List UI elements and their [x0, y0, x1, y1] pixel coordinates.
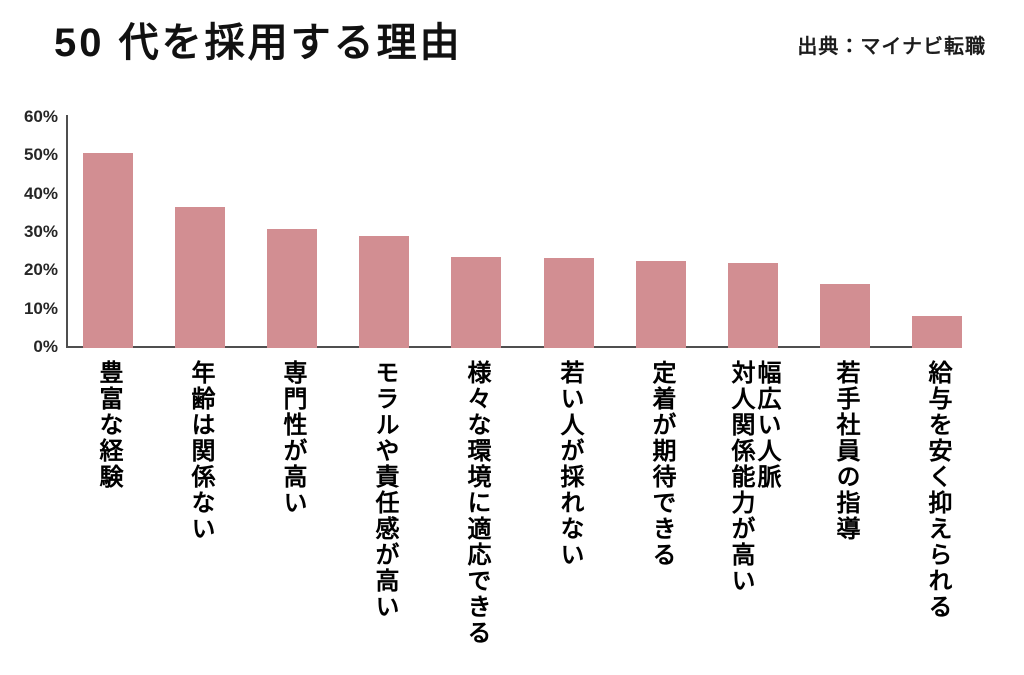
category-label: 専門性が高い	[279, 360, 306, 516]
bar	[359, 235, 409, 348]
bar	[83, 153, 133, 348]
y-axis-tick-label: 50%	[23, 145, 58, 165]
category-label: 幅広い人脈 対人関係能力が高い	[727, 360, 780, 594]
chart-title: 50 代を採用する理由	[54, 21, 463, 65]
bar	[451, 256, 501, 348]
bar	[820, 283, 870, 348]
category-label: 若い人が採れない	[556, 360, 583, 568]
x-axis-line	[66, 346, 957, 348]
category-label: 給与を安く抑えられる	[924, 360, 951, 620]
category-label: モラルや責任感が高い	[371, 360, 398, 620]
bar	[912, 316, 962, 348]
bar	[636, 260, 686, 348]
bar	[267, 228, 317, 348]
category-label: 定着が期待できる	[648, 360, 675, 568]
y-axis-tick-label: 0%	[33, 337, 58, 356]
y-axis-tick-label: 60%	[23, 107, 58, 126]
bar	[728, 262, 778, 348]
bar	[544, 257, 594, 348]
category-label: 様々な環境に適応できる	[463, 360, 490, 646]
y-axis-tick-label: 40%	[23, 183, 58, 203]
y-axis-tick-label: 20%	[23, 260, 58, 280]
source-attribution: 出典：マイナビ転職	[797, 36, 986, 58]
category-label: 若手社員の指導	[832, 360, 859, 542]
y-axis-tick-label: 10%	[23, 298, 58, 318]
category-label: 豊富な経験	[95, 360, 122, 490]
bar	[175, 207, 225, 348]
y-axis-line	[66, 115, 68, 348]
category-label: 年齢は関係ない	[187, 360, 214, 542]
y-axis-tick-label: 30%	[23, 222, 58, 241]
